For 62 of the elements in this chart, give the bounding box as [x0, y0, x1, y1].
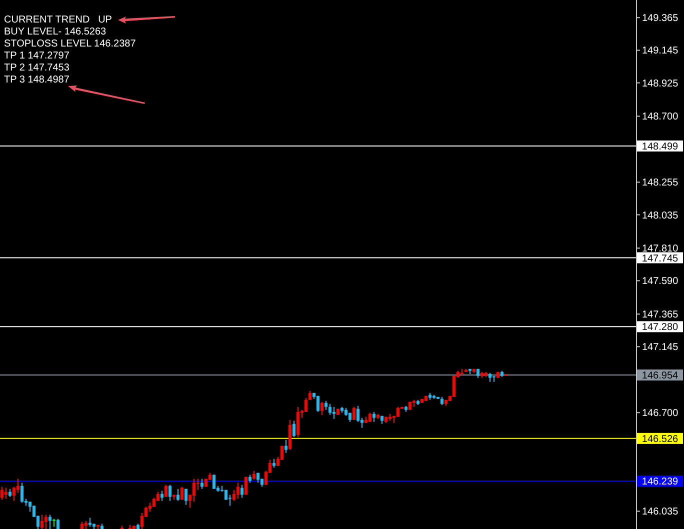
candlestick [48, 514, 52, 529]
y-tick-label: 147.365 [642, 310, 679, 321]
candlestick [232, 489, 236, 502]
candlestick [396, 406, 400, 418]
y-tick-label: 146.035 [642, 506, 679, 518]
y-tick-label: 146.700 [642, 408, 679, 420]
candlestick [40, 514, 44, 529]
candlestick [284, 439, 288, 454]
candlestick [356, 405, 360, 422]
ref-line-label: 147.280 [642, 322, 679, 334]
y-tick-label: 147.810 [642, 244, 679, 255]
y-tick-label: 148.035 [642, 210, 679, 222]
ref-line-label: 148.499 [642, 141, 679, 152]
ref-line-label: 146.239 [642, 476, 679, 488]
annotation: CURRENT TREND UP [4, 14, 112, 26]
candlestick [192, 478, 196, 502]
candlestick [240, 484, 244, 498]
candlestick [16, 478, 20, 494]
candlestick [180, 486, 184, 500]
candlestick [4, 487, 8, 500]
candlestick [372, 411, 376, 422]
candlestick [304, 397, 308, 412]
candlestick [152, 497, 156, 508]
candlestick [164, 484, 168, 498]
candlestick [168, 484, 172, 502]
y-tick-label: 147.590 [642, 276, 679, 288]
candlestick [88, 517, 92, 528]
candlestick [176, 488, 180, 502]
candlestick [316, 395, 320, 412]
candlestick [328, 403, 332, 416]
candlestick [332, 406, 336, 420]
annotation: STOPLOSS LEVEL 146.2387 [4, 38, 136, 50]
candlestick [184, 488, 188, 506]
annotation: TP 2 147.7453 [4, 62, 70, 74]
annotation: TP 3 148.4987 [4, 74, 70, 86]
y-tick-label: 148.700 [642, 112, 679, 123]
annotation: BUY LEVEL- 146.5263 [4, 26, 107, 38]
candlestick [56, 518, 60, 529]
candlestick [200, 478, 204, 490]
candlestick [44, 514, 48, 529]
candlestick [292, 420, 296, 438]
candlestick [320, 401, 324, 416]
y-tick-label: 148.255 [642, 178, 679, 189]
ref-line-label: 146.954 [642, 370, 679, 382]
annotation: TP 1 147.2797 [4, 50, 70, 62]
ref-line-label: 146.526 [642, 434, 679, 445]
candlestick [368, 412, 372, 422]
candlestick [20, 482, 24, 504]
candlestick [308, 390, 312, 400]
candlestick [12, 486, 16, 502]
y-tick-label: 147.145 [642, 342, 679, 354]
candlestick [236, 482, 240, 500]
candlestick [352, 406, 356, 420]
candlestick [0, 486, 4, 500]
y-tick-label: 148.925 [642, 78, 679, 90]
ref-line-label: 147.745 [642, 253, 679, 264]
candlestick [140, 512, 144, 529]
y-tick-label: 149.365 [642, 13, 679, 24]
y-tick-label: 149.145 [642, 46, 679, 57]
candlestick [296, 406, 300, 438]
candlestick [160, 490, 164, 502]
candlestick [228, 494, 232, 506]
